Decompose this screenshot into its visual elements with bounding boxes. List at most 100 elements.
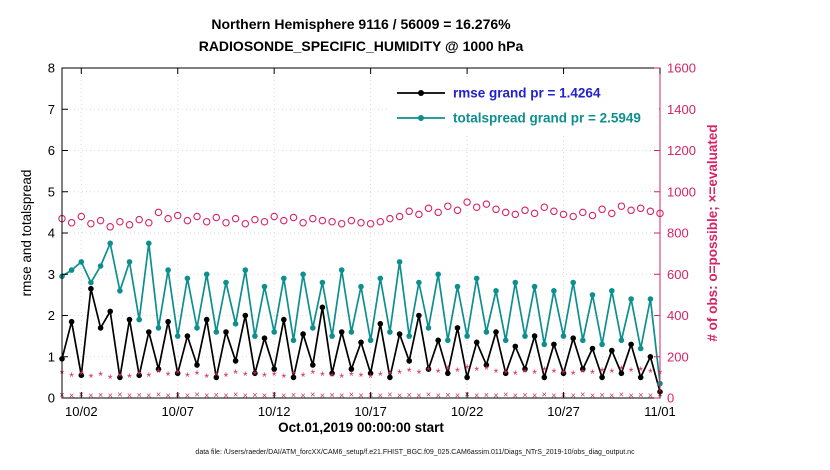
svg-text:*: * — [590, 367, 595, 381]
svg-text:*: * — [204, 371, 209, 385]
svg-text:*: * — [272, 369, 277, 383]
svg-text:*: * — [523, 366, 528, 380]
svg-text:*: * — [484, 363, 489, 377]
svg-text:*: * — [494, 366, 499, 380]
svg-text:*: * — [455, 365, 460, 379]
svg-text:*: * — [436, 366, 441, 380]
svg-text:*: * — [359, 370, 364, 384]
svg-text:×: × — [571, 391, 576, 401]
svg-text:2: 2 — [48, 308, 55, 323]
svg-text:×: × — [310, 390, 315, 400]
svg-text:×: × — [358, 390, 363, 400]
svg-text:×: × — [474, 390, 479, 400]
series-rmse — [59, 285, 663, 395]
svg-text:×: × — [117, 390, 122, 400]
chart-subtitle: RADIOSONDE_SPECIFIC_HUMIDITY @ 1000 hPa — [198, 38, 524, 54]
svg-text:*: * — [301, 370, 306, 384]
svg-text:0: 0 — [48, 391, 55, 406]
svg-text:*: * — [388, 368, 393, 382]
svg-text:10/22: 10/22 — [451, 404, 484, 419]
svg-text:*: * — [561, 367, 566, 381]
svg-text:0: 0 — [667, 391, 674, 406]
svg-text:×: × — [426, 390, 431, 400]
legend: rmse grand pr = 1.4264 totalspread grand … — [387, 78, 659, 134]
svg-text:*: * — [310, 367, 315, 381]
svg-text:×: × — [397, 390, 402, 400]
svg-text:*: * — [339, 371, 344, 385]
svg-text:×: × — [522, 390, 527, 400]
svg-text:*: * — [619, 363, 624, 377]
svg-text:*: * — [195, 368, 200, 382]
svg-text:*: * — [98, 369, 103, 383]
svg-text:×: × — [378, 391, 383, 401]
svg-text:5: 5 — [48, 184, 55, 199]
svg-text:11/01: 11/01 — [644, 404, 676, 419]
svg-text:*: * — [262, 370, 267, 384]
svg-text:*: * — [542, 364, 547, 378]
svg-text:*: * — [648, 366, 653, 380]
svg-text:*: * — [638, 364, 643, 378]
svg-text:600: 600 — [667, 267, 689, 282]
svg-text:1: 1 — [48, 349, 55, 364]
svg-text:×: × — [185, 391, 190, 401]
svg-text:×: × — [387, 390, 392, 400]
svg-text:×: × — [542, 390, 547, 400]
svg-text:×: × — [609, 391, 614, 401]
svg-text:*: * — [368, 371, 373, 385]
svg-text:*: * — [609, 366, 614, 380]
svg-text:*: * — [349, 369, 354, 383]
svg-text:*: * — [503, 367, 508, 381]
svg-text:*: * — [397, 367, 402, 381]
svg-text:×: × — [349, 390, 354, 400]
svg-text:*: * — [571, 368, 576, 382]
svg-text:10/02: 10/02 — [65, 404, 98, 419]
svg-text:*: * — [378, 369, 383, 383]
svg-text:*: * — [175, 367, 180, 381]
svg-text:*: * — [185, 370, 190, 384]
svg-text:×: × — [165, 390, 170, 400]
svg-text:rmse grand pr = 1.4264: rmse grand pr = 1.4264 — [453, 86, 601, 101]
series-possible-obs — [58, 198, 664, 231]
svg-text:1200: 1200 — [667, 143, 696, 158]
svg-text:*: * — [445, 363, 450, 377]
svg-text:*: * — [146, 370, 151, 384]
svg-text:*: * — [253, 368, 258, 382]
svg-text:×: × — [445, 390, 450, 400]
svg-text:×: × — [551, 390, 556, 400]
svg-text:*: * — [156, 366, 161, 380]
svg-text:*: * — [233, 367, 238, 381]
svg-text:8: 8 — [48, 61, 55, 76]
svg-text:×: × — [532, 391, 537, 401]
svg-text:×: × — [98, 390, 103, 400]
svg-text:×: × — [455, 391, 460, 401]
svg-text:×: × — [69, 391, 74, 401]
svg-text:*: * — [600, 365, 605, 379]
svg-text:*: * — [552, 366, 557, 380]
svg-text:800: 800 — [667, 226, 689, 241]
svg-text:×: × — [493, 391, 498, 401]
svg-text:×: × — [88, 390, 93, 400]
svg-text:×: × — [638, 390, 643, 400]
svg-text:×: × — [436, 390, 441, 400]
svg-text:*: * — [243, 369, 248, 383]
svg-text:*: * — [291, 368, 296, 382]
svg-text:×: × — [223, 391, 228, 401]
svg-text:totalspread grand pr = 2.5949: totalspread grand pr = 2.5949 — [453, 111, 641, 126]
svg-text:*: * — [629, 365, 634, 379]
svg-text:*: * — [69, 370, 74, 384]
svg-text:*: * — [127, 371, 132, 385]
svg-text:*: * — [79, 368, 84, 382]
svg-text:4: 4 — [48, 226, 55, 241]
series-evaluated-obs: * * * * * * * * * * * * * * * * * * * * * * * * * * * * * * * * * * * * * * * *… — [60, 362, 663, 386]
svg-text:*: * — [330, 370, 335, 384]
svg-text:×: × — [252, 390, 257, 400]
svg-text:×: × — [214, 390, 219, 400]
svg-text:1400: 1400 — [667, 102, 696, 117]
series-totalspread — [59, 240, 663, 387]
y-axis-right-ticks: 0 200 400 600 800 1000 1200 1400 1600 — [654, 61, 696, 406]
svg-text:×: × — [137, 390, 142, 400]
svg-text:*: * — [320, 369, 325, 383]
x-axis-ticks: 10/02 10/07 10/12 10/17 10/22 10/27 11/01 — [65, 68, 676, 419]
